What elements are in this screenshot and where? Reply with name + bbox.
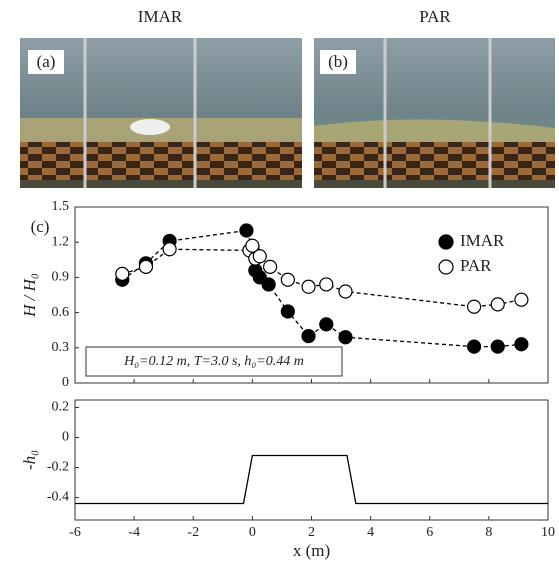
data-point [162,242,177,257]
plot-frame [74,399,549,521]
y-tick-label: 0.3 [52,340,70,355]
data-point [319,277,334,292]
series-line [122,244,522,308]
y-tick-label: 1.5 [52,199,70,214]
x-tick-label: -6 [69,525,81,540]
label-box [320,50,356,74]
data-point [115,266,130,281]
y-axis-label: -h₀ [20,450,39,470]
photo [20,38,302,188]
y-tick-label: 0.2 [52,400,70,415]
x-tick-label: 6 [426,525,433,540]
data-point [239,223,254,238]
data-point [466,299,482,314]
x-tick-label: 2 [308,525,315,540]
legend-label: IMAR [460,231,505,250]
x-tick-label: 10 [541,525,555,540]
y-tick-label: 0 [62,430,69,445]
legend-marker [438,234,454,250]
annotation-box [85,346,343,377]
series-line [75,454,548,505]
panel-title: PAR [419,7,451,26]
data-point [466,339,482,354]
x-tick-label: -2 [187,525,199,540]
data-point [490,297,505,312]
data-point [301,328,316,344]
y-tick-label: 0.9 [52,270,70,285]
y-axis-label: H / H₀ [20,273,39,318]
data-point [252,249,267,264]
label-box [28,50,64,74]
y-tick-label: -0.2 [47,460,69,475]
panel-label: (a) [37,52,56,71]
y-tick-label: 0.6 [52,305,70,320]
data-point [319,317,334,332]
legend-label: PAR [460,256,492,275]
annotation: H₀=0.12 m, T=3.0 s, h₀=0.44 m [123,354,304,369]
data-point [280,272,295,287]
x-axis-label: x (m) [293,541,330,560]
panel-label: (c) [31,217,50,236]
y-tick-label: 0 [62,375,69,390]
x-tick-label: -4 [128,525,140,540]
legend-marker [438,259,454,275]
data-point [261,277,276,292]
panel-label: (b) [328,52,348,71]
x-tick-label: 8 [485,525,492,540]
x-tick-label: 4 [367,525,374,540]
data-point [301,279,316,294]
data-point [338,330,353,345]
data-point [138,259,154,274]
x-tick-label: 0 [249,525,256,540]
data-point [263,259,278,274]
data-point [490,339,505,354]
y-tick-label: 1.2 [52,234,70,249]
data-point [280,304,295,319]
panel-title: IMAR [138,7,183,26]
data-point [514,337,529,352]
data-point [338,284,353,299]
data-point [514,292,529,307]
y-tick-label: -0.4 [47,490,69,505]
